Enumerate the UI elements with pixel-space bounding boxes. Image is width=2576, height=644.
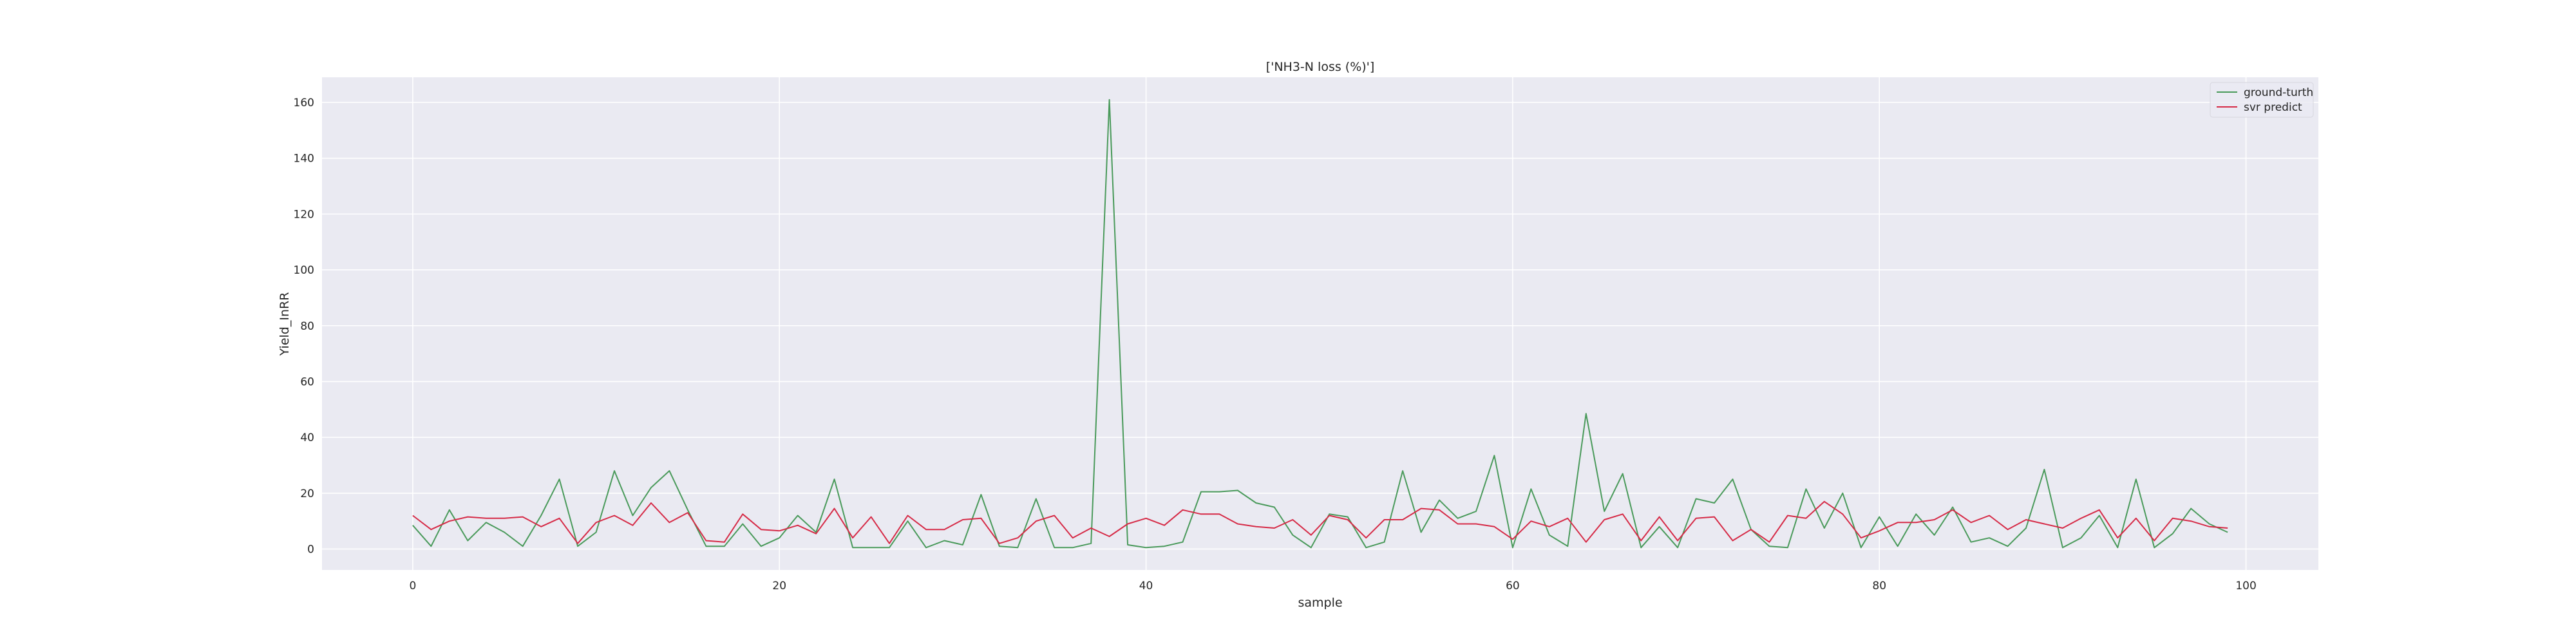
y-axis-label: Yield_InRR [278,292,292,357]
x-tick-label: 60 [1506,580,1520,592]
x-tick-label: 0 [409,580,416,592]
x-tick-label: 20 [772,580,786,592]
x-tick-label: 40 [1139,580,1153,592]
chart-title: ['NH3-N loss (%)'] [1266,60,1375,74]
legend-label: ground-turth [2244,86,2313,99]
y-tick-label: 0 [307,543,314,556]
x-tick-label: 100 [2235,580,2256,592]
legend: ground-turth svr predict [2210,82,2314,118]
ticks-group: 0 20 40 60 80 100 0 20 40 60 80 100 120 140 160 [294,97,2257,592]
y-tick-label: 100 [294,264,314,277]
y-tick-label: 60 [300,375,314,388]
series-line-0 [412,99,2228,549]
y-tick-label: 160 [294,97,314,109]
y-tick-label: 140 [294,153,314,166]
legend-box [2210,82,2314,118]
y-tick-label: 40 [300,431,314,444]
y-tick-label: 120 [294,208,314,221]
plot-background [322,77,2318,570]
x-axis-label: sample [1298,596,1342,610]
y-tick-label: 20 [300,488,314,500]
y-tick-label: 80 [300,320,314,333]
series-group [412,99,2228,549]
series-line-1 [412,500,2228,544]
legend-label: svr predict [2244,101,2302,114]
x-tick-label: 80 [1872,580,1886,592]
grid [322,77,2318,570]
